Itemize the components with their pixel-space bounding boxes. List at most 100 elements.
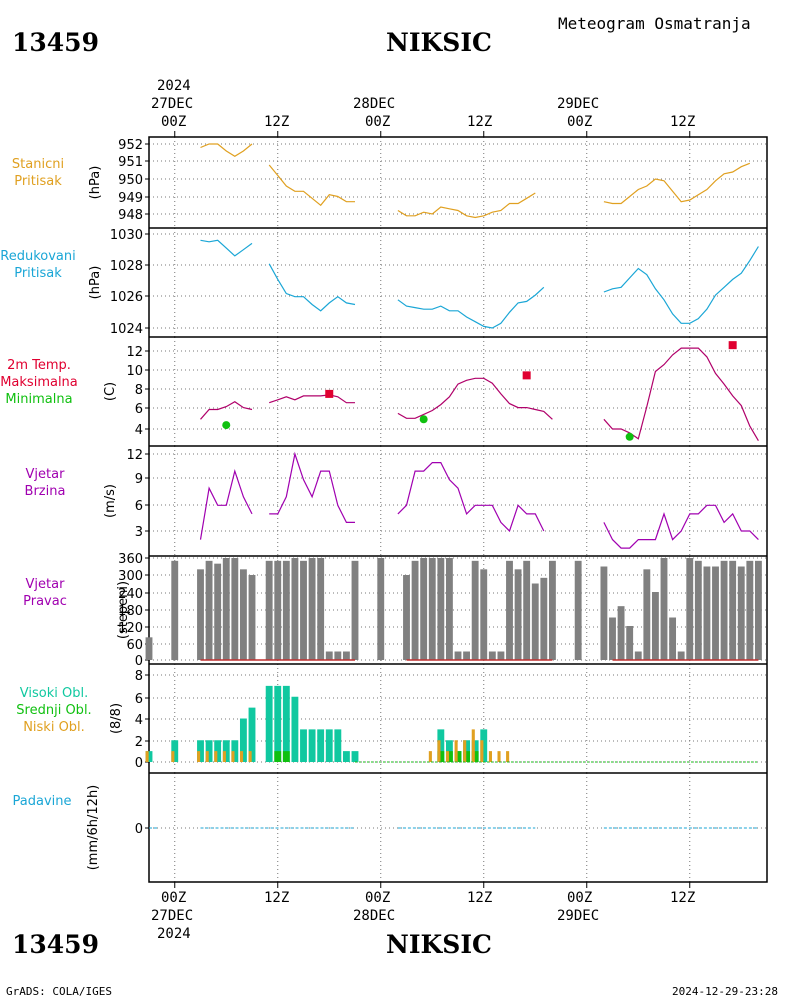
wind_dir-tick-label-6: 0 <box>135 654 143 669</box>
low-cloud-bar-18 <box>506 751 510 762</box>
wind-dir-bar-16 <box>325 651 333 660</box>
wind-dir-bar-26 <box>445 558 453 660</box>
high-cloud-bar-20 <box>437 729 445 762</box>
high-cloud-bar-4 <box>214 740 222 762</box>
bottom-hour-2: 00Z <box>365 890 391 906</box>
mid-cloud-bar-6 <box>471 751 479 762</box>
wind-speed-label-line-1: Vjetar <box>25 467 65 482</box>
wind-dir-bar-56 <box>737 566 745 660</box>
wind-dir-bar-22 <box>411 560 419 660</box>
wind-speed-series-2 <box>397 462 545 533</box>
wind_dir-tick-label-4: 120 <box>118 621 143 636</box>
tmin-point-0 <box>222 421 231 430</box>
wind-dir-bar-41 <box>609 617 616 660</box>
wind-dir-bar-45 <box>643 569 651 660</box>
reduced-label-line-2: Pritisak <box>14 266 62 281</box>
clouds-tick-label-1: 6 <box>135 692 143 707</box>
high-cloud-bar-25 <box>480 729 488 762</box>
wind-dir-bar-58 <box>754 560 762 660</box>
bottom-hour-3: 12Z <box>467 890 493 906</box>
grads-credit: GrADS: COLA/IGES <box>6 985 112 998</box>
wind-dir-bar-12 <box>291 558 299 660</box>
reduced-tick-label-2: 1026 <box>110 290 143 305</box>
low-cloud-bar-2 <box>197 751 201 762</box>
temp-series-0 <box>200 400 253 420</box>
wind-speed-series-3 <box>603 504 759 549</box>
wind-dir-bar-19 <box>351 560 359 660</box>
wind-dir-bar-4 <box>214 563 222 660</box>
reduced-tick-label-1: 1028 <box>110 259 143 274</box>
clouds-label-line-3: Niski Obl. <box>23 720 85 735</box>
wind-dir-bar-53 <box>712 566 719 660</box>
reduced-panel: 1030 1028 1026 1024 (hPa) <box>88 228 767 337</box>
low-cloud-bar-10 <box>437 740 441 762</box>
top-hour-3: 12Z <box>467 114 493 130</box>
reduced-label: Redukovani Pritisak <box>0 248 76 282</box>
top-hour-1: 12Z <box>264 114 290 130</box>
wind-dir-bar-42 <box>617 606 625 660</box>
bottom-year: 2024 <box>157 926 191 942</box>
wind-dir-bar-7 <box>239 569 247 660</box>
wind-dir-bar-0 <box>145 637 153 660</box>
wind-dir-bar-44 <box>634 651 642 660</box>
wind-dir-bar-39 <box>574 560 582 660</box>
reduced-series-0 <box>200 239 253 257</box>
wind-dir-bar-32 <box>497 651 505 660</box>
temp-series-1 <box>269 394 355 404</box>
temp-label-line-3: Minimalna <box>5 392 73 407</box>
high-cloud-bar-13 <box>300 729 307 762</box>
tmin-point-2 <box>625 432 634 441</box>
wind_dir-tick-label-1: 300 <box>118 569 143 584</box>
mid-cloud-bar-4 <box>454 751 462 762</box>
tmax-point-1 <box>522 371 531 380</box>
temp-tick-label-0: 12 <box>126 345 143 360</box>
temp-series-2 <box>397 377 553 420</box>
reduced-unit: (hPa) <box>88 266 103 300</box>
wind-dir-bar-20 <box>377 558 385 660</box>
wind-dir-bar-54 <box>720 560 728 660</box>
high-cloud-bar-14 <box>308 729 316 762</box>
pressure-series-2 <box>397 192 536 219</box>
wind-dir-bar-30 <box>480 569 488 660</box>
pressure-tick-label-2: 950 <box>118 173 143 188</box>
low-cloud-bar-16 <box>488 751 492 762</box>
wind-dir-bar-25 <box>437 558 445 660</box>
low-cloud-bar-9 <box>428 751 432 762</box>
wind-dir-bar-47 <box>660 558 668 660</box>
wind-dir-bar-10 <box>274 560 282 660</box>
low-cloud-bar-1 <box>171 751 175 762</box>
tmax-point-0 <box>325 389 334 398</box>
wind_speed-tick-label-3: 3 <box>135 525 143 540</box>
station-name-bottom: NIKSIC <box>386 930 492 959</box>
clouds-label: Visoki Obl. Srednji Obl. Niski Obl. <box>0 685 108 736</box>
wind_speed-tick-label-1: 9 <box>135 472 143 487</box>
mid-cloud-bar-1 <box>282 751 290 762</box>
temp-label-line-2: Maksimalna <box>0 375 78 390</box>
precip-label: Padavine <box>0 793 84 810</box>
wind-speed-label: Vjetar Brzina <box>0 466 90 500</box>
temp-series-3 <box>603 347 759 442</box>
wind_dir-tick-label-5: 60 <box>126 638 143 653</box>
wind-dir-bar-38 <box>548 560 556 660</box>
clouds-tick-label-4: 0 <box>135 756 143 771</box>
low-cloud-bar-14 <box>471 729 475 762</box>
wind-speed-series-0 <box>199 468 253 540</box>
wind-dir-bar-6 <box>231 558 239 660</box>
pressure-unit: (hPa) <box>88 166 103 200</box>
bottom-hour-0: 00Z <box>161 890 187 906</box>
low-cloud-bar-17 <box>497 751 501 762</box>
wind_dir-tick-label-3: 180 <box>118 604 143 619</box>
wind-dir-bar-18 <box>342 651 350 660</box>
high-cloud-bar-10 <box>274 685 282 762</box>
mid-cloud-bar-2 <box>437 751 445 762</box>
top-hour-4: 00Z <box>567 114 593 130</box>
wind-dir-label-line-1: Vjetar <box>25 577 65 592</box>
temp-tick-label-2: 8 <box>135 383 143 398</box>
wind-dir-bar-1 <box>171 560 179 660</box>
wind-dir-bar-43 <box>626 626 634 660</box>
wind-dir-bar-46 <box>651 592 659 660</box>
pressure-label-line-1: Stanicni <box>11 157 65 172</box>
clouds-label-line-1: Visoki Obl. <box>19 686 89 701</box>
wind_dir-unit: (stepeni) <box>116 581 131 639</box>
